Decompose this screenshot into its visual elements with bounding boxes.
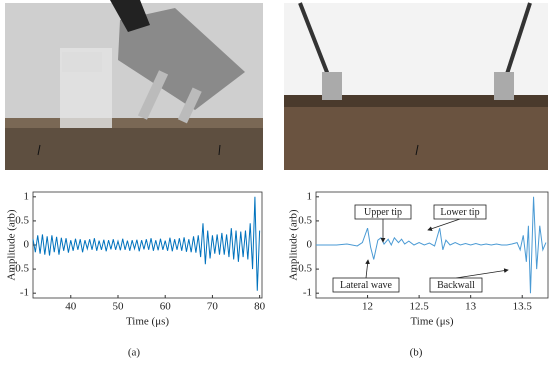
x-tick-label: 12.5 <box>409 301 429 313</box>
x-tick-label: 50 <box>112 301 124 313</box>
x-tick-label: 13.5 <box>513 301 533 313</box>
annotation-box <box>332 277 400 293</box>
annotation-box <box>429 277 483 293</box>
annotation-box <box>433 204 487 220</box>
x-axis-label: Time (μs) <box>410 316 453 328</box>
annotation-box <box>354 204 412 220</box>
x-tick-label: 13 <box>465 301 477 313</box>
y-tick-label: 1 <box>24 190 30 202</box>
y-tick-label: -0.5 <box>12 263 30 275</box>
annotation-label: Lateral wave <box>340 280 392 291</box>
annotation-label: Lower tip <box>440 207 479 218</box>
annotation-label: Backwall <box>437 280 475 291</box>
x-tick-label: 40 <box>65 301 77 313</box>
panel-caption: (b) <box>410 347 423 359</box>
signal-line <box>32 196 261 291</box>
x-tick-label: 70 <box>207 301 219 313</box>
y-tick-label: 0 <box>307 239 313 251</box>
annotation-arrow <box>365 259 370 279</box>
y-tick-label: -0.5 <box>295 263 313 275</box>
annotation-label: Upper tip <box>364 207 402 218</box>
annotation-arrow <box>455 268 509 279</box>
y-tick-label: -1 <box>20 287 29 299</box>
y-tick-label: 0.5 <box>15 214 29 226</box>
y-tick-label: 0.5 <box>298 214 312 226</box>
annotation-arrow <box>427 218 461 231</box>
panel-caption: (a) <box>128 347 141 359</box>
photo-b <box>284 2 548 170</box>
x-tick-label: 80 <box>254 301 266 313</box>
y-tick-label: 1 <box>307 190 313 202</box>
photo-a <box>5 0 263 170</box>
y-axis-label: Amplitude (arb) <box>288 209 300 281</box>
x-tick-label: 60 <box>160 301 172 313</box>
signal-line <box>316 196 547 294</box>
y-tick-label: -1 <box>303 287 312 299</box>
x-tick-label: 12 <box>362 301 373 313</box>
y-tick-label: 0 <box>24 239 30 251</box>
y-axis-label: Amplitude (arb) <box>6 209 18 281</box>
x-axis-label: Time (μs) <box>126 316 169 328</box>
